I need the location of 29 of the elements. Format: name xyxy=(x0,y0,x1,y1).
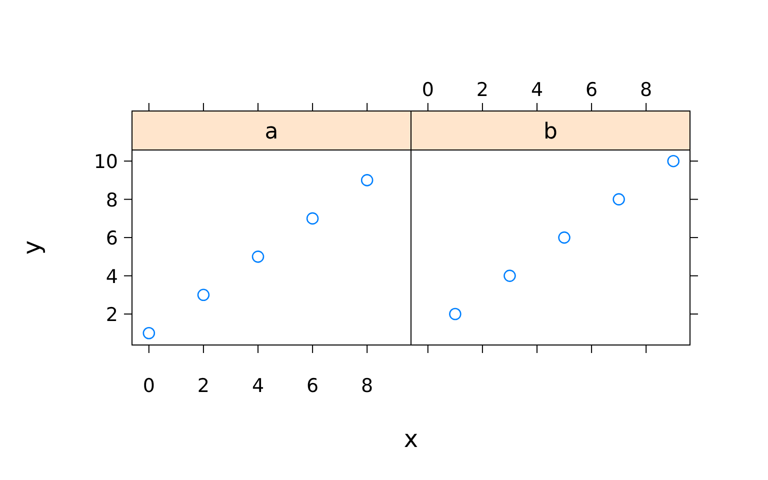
point xyxy=(558,231,570,244)
point xyxy=(504,270,516,282)
x-tick-label: 0 xyxy=(142,375,155,397)
y-tick-label: 6 xyxy=(106,228,118,250)
point xyxy=(142,327,156,340)
x-tick-label: 8 xyxy=(361,375,374,397)
y-tick-label: 8 xyxy=(106,189,118,212)
point xyxy=(667,154,680,168)
y-tick-label: 10 xyxy=(94,151,118,174)
x-tick-label: 6 xyxy=(306,375,319,397)
point xyxy=(252,250,264,263)
point xyxy=(197,288,210,302)
x-tick-label: 6 xyxy=(586,79,598,101)
point xyxy=(306,212,319,225)
y-tick-label: 4 xyxy=(106,266,118,288)
x-tick-label: 0 xyxy=(422,79,434,101)
x-tick-label: 8 xyxy=(640,79,652,101)
point xyxy=(612,193,625,206)
chart-title: a xyxy=(264,120,278,144)
chart-title: b xyxy=(544,120,558,144)
point xyxy=(360,174,374,186)
y-tick-label: 2 xyxy=(106,304,118,326)
x-tick-label: 4 xyxy=(252,375,264,397)
x-tick-label: 4 xyxy=(530,79,544,101)
y-axis-title: y xyxy=(18,240,46,255)
point xyxy=(449,308,462,320)
x-tick-label: 2 xyxy=(197,375,210,397)
x-tick-label: 2 xyxy=(476,79,488,101)
x-axis-title: x xyxy=(404,425,418,453)
